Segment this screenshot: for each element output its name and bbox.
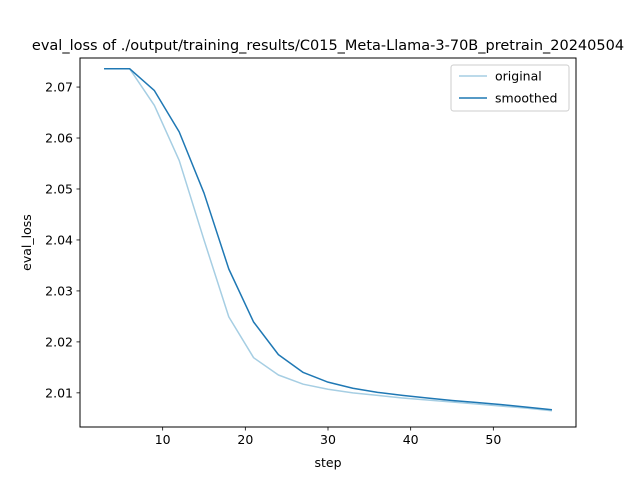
x-tick-label: 50: [485, 432, 501, 447]
y-tick-label: 2.04: [45, 232, 73, 247]
x-axis: 10 20 30 40 50: [155, 427, 501, 447]
x-tick-label: 30: [320, 432, 336, 447]
y-tick-label: 2.01: [45, 385, 73, 400]
y-tick-label: 2.07: [45, 80, 73, 95]
x-tick-label: 10: [155, 432, 171, 447]
series-layer: [104, 67, 553, 412]
x-axis-label: step: [314, 455, 341, 470]
legend-label-smoothed: smoothed: [495, 91, 557, 106]
series-line-smoothed: [104, 67, 553, 411]
series-line-original: [104, 67, 553, 412]
y-axis: 2.01 2.02 2.03 2.04 2.05 2.06 2.07: [45, 80, 80, 400]
y-tick-label: 2.02: [45, 334, 73, 349]
y-axis-label: eval_loss: [19, 214, 34, 271]
y-tick-label: 2.03: [45, 283, 73, 298]
x-tick-label: 20: [237, 432, 253, 447]
chart-title: eval_loss of ./output/training_results/C…: [32, 38, 624, 54]
legend: original smoothed: [450, 64, 570, 112]
x-tick-label: 40: [403, 432, 419, 447]
y-tick-label: 2.06: [45, 131, 73, 146]
legend-label-original: original: [495, 69, 542, 84]
y-tick-label: 2.05: [45, 181, 73, 196]
